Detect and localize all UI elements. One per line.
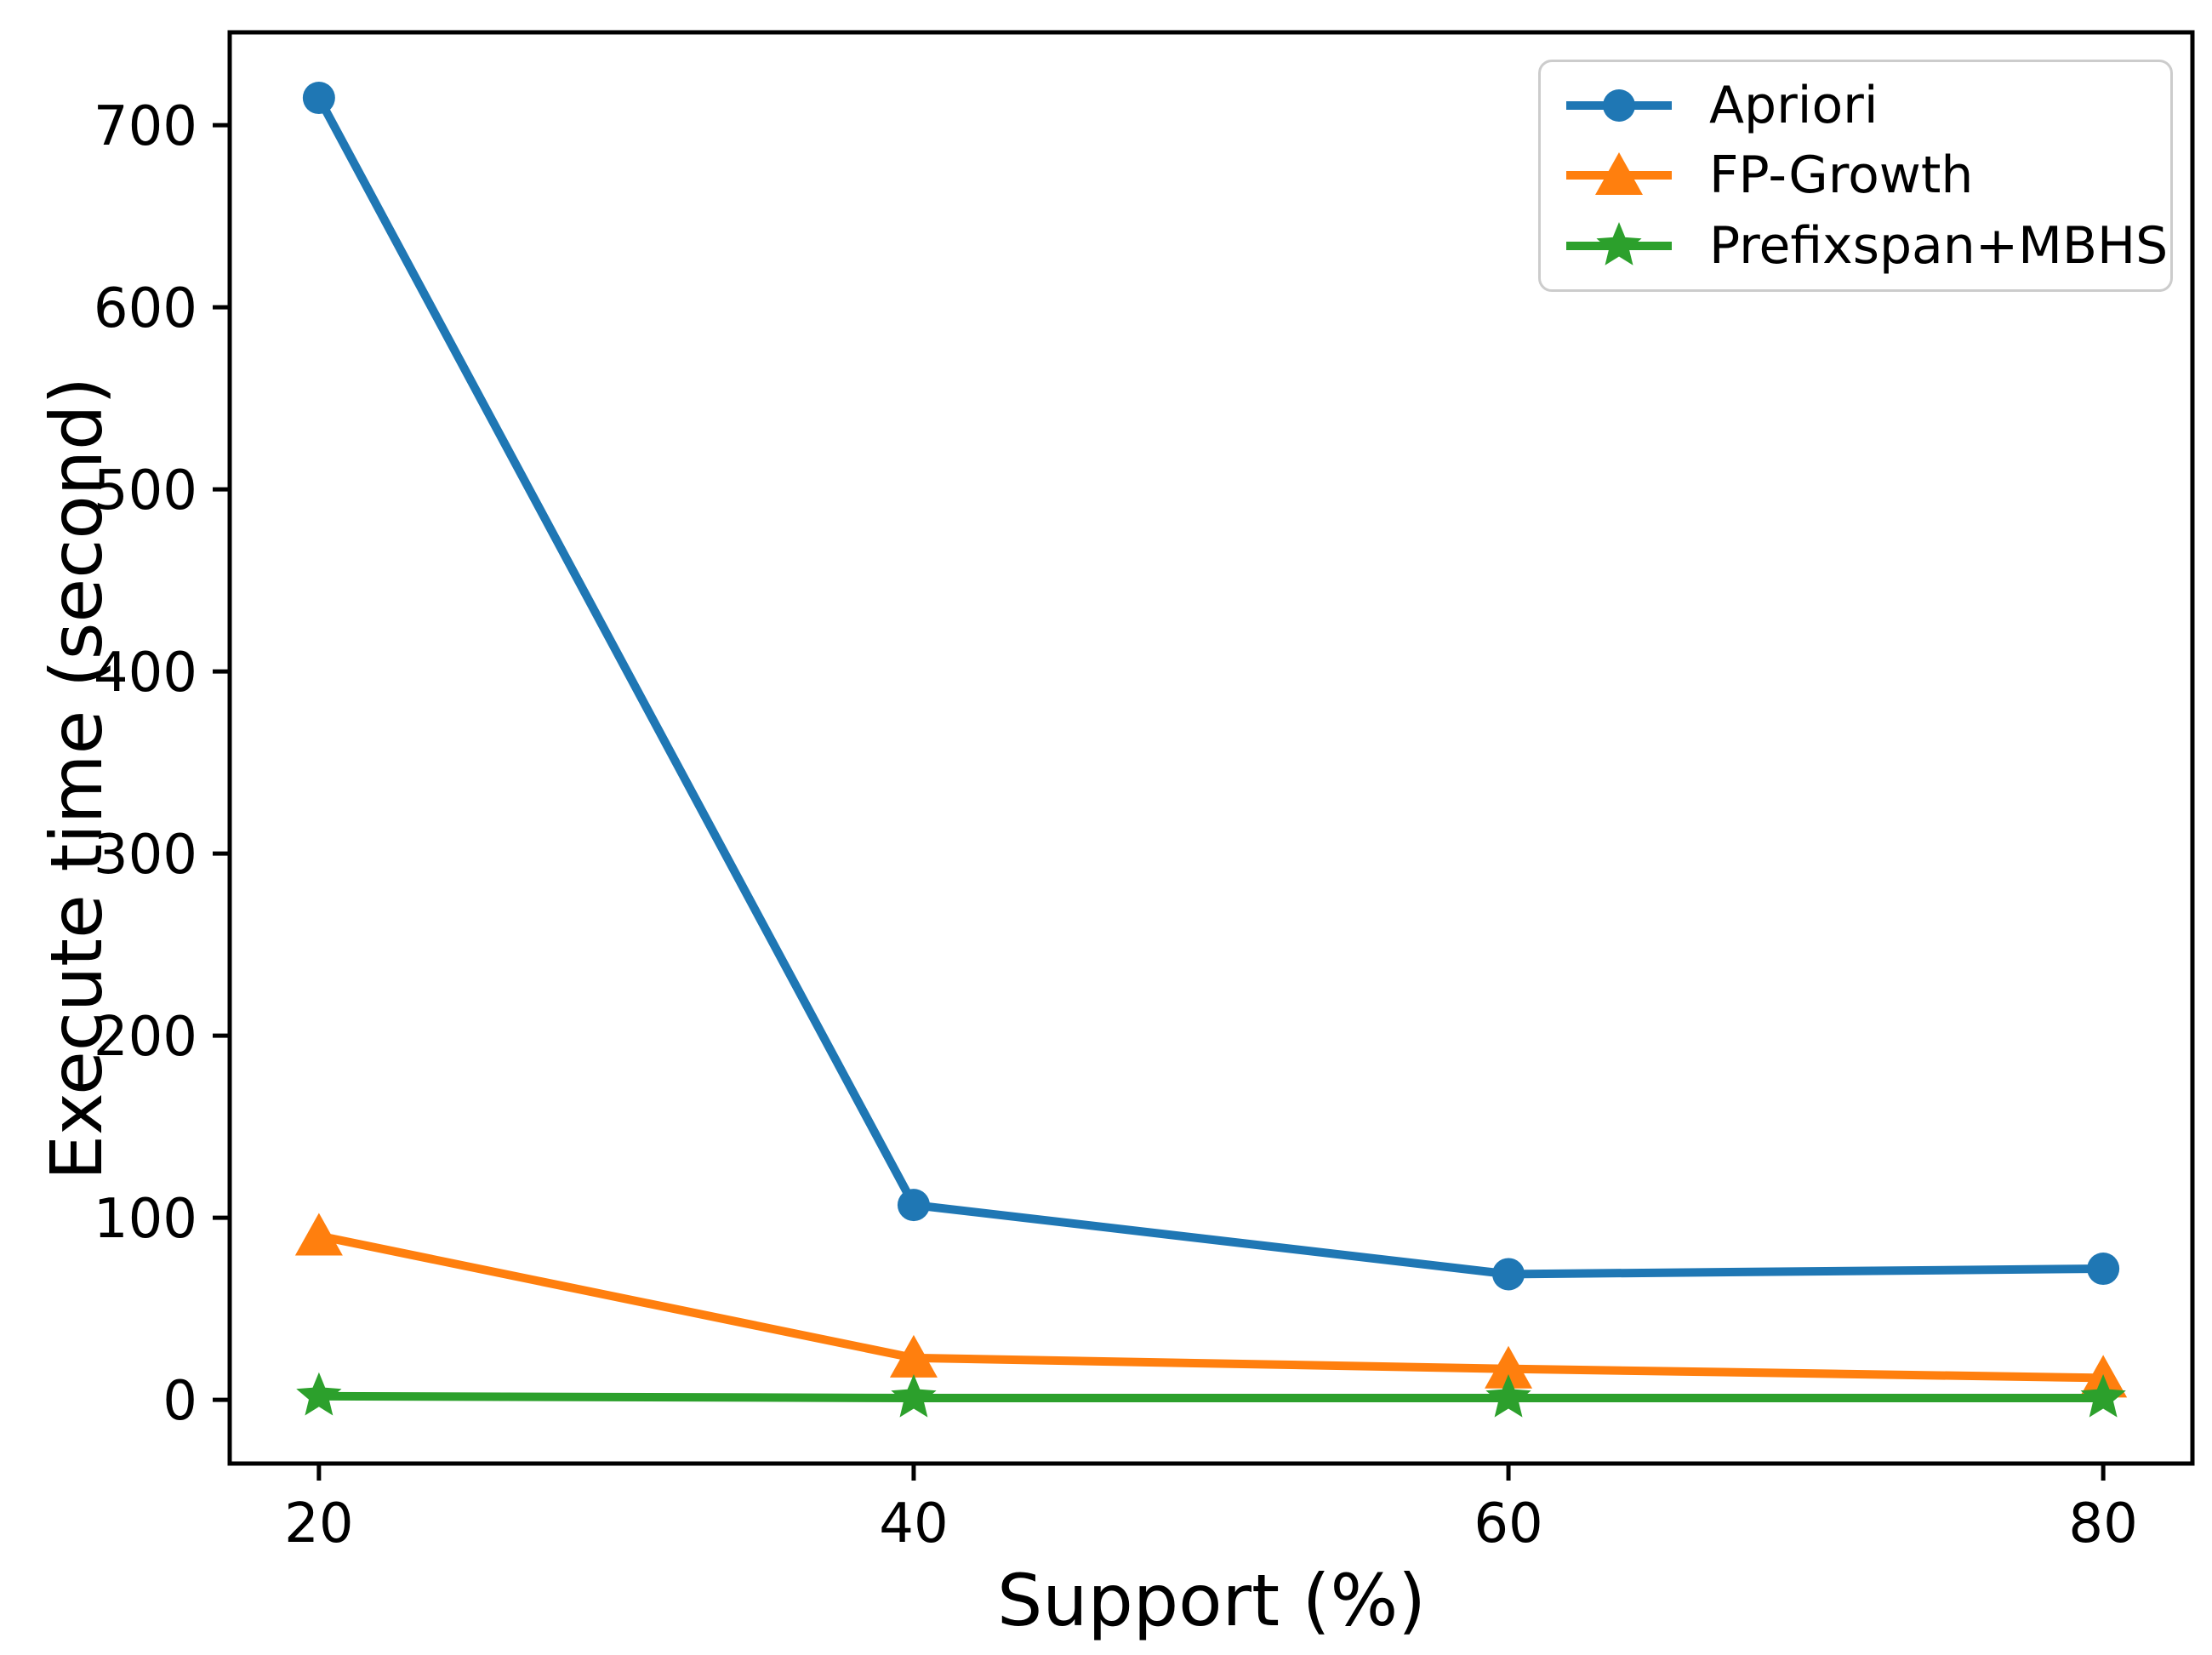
x-axis-label: Support (%) [996,1559,1427,1642]
apriori-line [314,94,2108,1279]
legend-label-fp-growth: FP-Growth [1709,146,1974,206]
y-tick-label: 600 [94,277,197,340]
legend-entry-prefixspan-mbhs: Prefixspan+MBHS [1559,215,2168,277]
prefixspan-mbhs-star-marker-icon [1566,221,1672,265]
prefixspan-mbhs-line [314,1391,2108,1402]
apriori-marker-40 [897,1189,930,1222]
x-tick-label: 40 [879,1492,948,1555]
prefixspan-mbhs-marker-40 [891,1374,937,1418]
apriori-circle-marker-icon [1566,89,1672,123]
y-tick-label: 700 [94,95,197,158]
y-tick-label: 0 [162,1370,197,1433]
fp-growth-marker-60 [1485,1345,1533,1389]
fp-growth-line [314,1231,2108,1383]
prefixspan-mbhs-marker-80 [2080,1374,2126,1418]
y-axis-label: Execute time (second) [35,376,118,1181]
y-tick-label: 300 [94,824,197,887]
prefixspan-mbhs-marker-60 [1485,1374,1531,1418]
x-tick-label: 80 [2068,1492,2137,1555]
apriori-marker-80 [2087,1253,2120,1286]
legend-label-prefixspan-mbhs: Prefixspan+MBHS [1709,215,2169,276]
legend-entry-fp-growth: FP-Growth [1559,145,2162,206]
y-tick-label: 200 [94,1006,197,1069]
axes-frame [227,30,2195,1466]
legend-entry-apriori: Apriori [1559,75,2162,136]
prefixspan-mbhs-series [296,1372,2126,1418]
fp-growth-triangle-marker-icon [1566,152,1672,196]
fp-growth-marker-20 [294,1213,343,1256]
apriori-marker-60 [1492,1258,1525,1291]
y-tick-label: 500 [94,459,197,522]
y-tick-label: 400 [94,642,197,705]
apriori-marker-20 [302,82,335,115]
y-tick-label: 100 [94,1188,197,1251]
fp-growth-marker-40 [889,1334,938,1378]
x-tick-label: 60 [1474,1492,1542,1555]
legend-label-apriori: Apriori [1709,76,1878,136]
x-tick-label: 20 [284,1492,353,1555]
prefixspan-mbhs-legend-marker-glyph [1596,221,1642,265]
apriori-series [302,82,2120,1291]
apriori-legend-marker-glyph [1603,89,1635,123]
prefixspan-mbhs-marker-20 [296,1372,342,1416]
fp-growth-legend-marker-glyph [1595,152,1643,196]
legend: Apriori FP-Growth Prefixspan+MBHS [1538,60,2173,292]
